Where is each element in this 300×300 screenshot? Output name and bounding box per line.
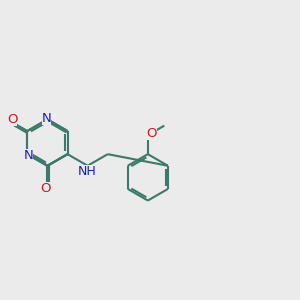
Text: O: O xyxy=(146,127,157,140)
Text: O: O xyxy=(40,182,50,195)
Text: NH: NH xyxy=(78,165,97,178)
Text: N: N xyxy=(23,148,33,162)
Text: N: N xyxy=(42,112,51,125)
Text: O: O xyxy=(7,113,17,126)
